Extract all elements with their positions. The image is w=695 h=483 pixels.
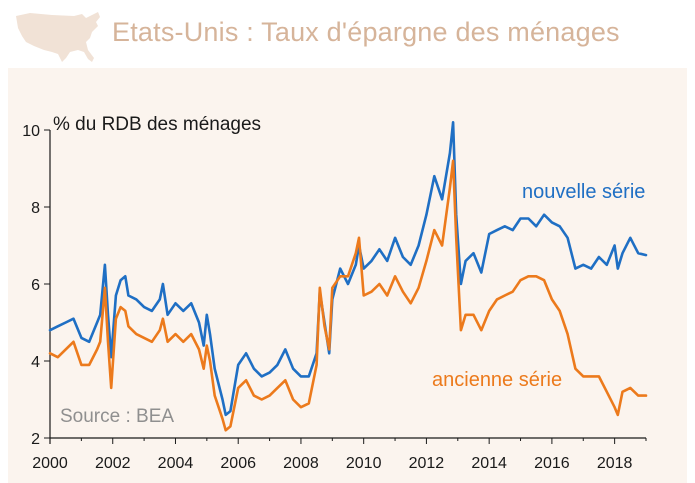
chart-header: Etats-Unis : Taux d'épargne des ménages: [0, 0, 695, 68]
x-tick-label: 2006: [220, 455, 256, 472]
source-label: Source : BEA: [60, 406, 174, 427]
series-layer: [48, 121, 648, 432]
series-label-nouvelle-serie: nouvelle série: [522, 181, 645, 203]
y-tick-label: 2: [31, 431, 40, 448]
series-labels: nouvelle série ancienne série: [432, 181, 645, 391]
line-chart: % du RDB des ménages Source : BEA 2 4 6 8 10…: [8, 68, 687, 483]
chart-title: Etats-Unis : Taux d'épargne des ménages: [112, 17, 620, 47]
y-tick-label: 6: [31, 277, 40, 294]
y-axis-unit-label: % du RDB des ménages: [53, 114, 261, 135]
series-label-ancienne-serie: ancienne série: [432, 369, 562, 391]
axes: 2 4 6 8 10 2000 2002 2004 2006 2008 2010 2012 2014 20…: [22, 123, 647, 472]
chart-panel: % du RDB des ménages Source : BEA 2 4 6 8 10…: [8, 68, 687, 483]
x-tick-label: 2014: [471, 455, 507, 472]
series-line-ancienne-serie: [48, 159, 648, 432]
x-tick-label: 2010: [346, 455, 382, 472]
x-tick-label: 2004: [158, 455, 194, 472]
x-tick-label: 2018: [597, 455, 633, 472]
y-tick-label: 4: [31, 354, 40, 371]
y-tick-label: 10: [22, 123, 40, 140]
x-tick-label: 2012: [409, 455, 445, 472]
usa-map-shape: [16, 12, 100, 62]
x-tick-label: 2002: [95, 455, 131, 472]
x-tick-label: 2000: [32, 455, 68, 472]
series-line-nouvelle-serie: [48, 121, 648, 417]
y-tick-label: 8: [31, 200, 40, 217]
x-tick-label: 2016: [534, 455, 570, 472]
usa-map-icon: [16, 12, 100, 62]
x-tick-label: 2008: [283, 455, 319, 472]
